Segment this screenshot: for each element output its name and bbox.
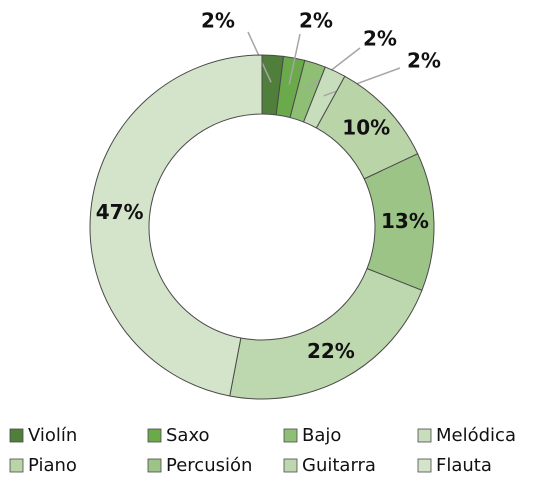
- legend-swatch: [283, 428, 298, 443]
- leader-line: [288, 33, 301, 85]
- legend-swatch: [417, 428, 432, 443]
- legend-label: Saxo: [166, 425, 210, 446]
- legend-label: Guitarra: [302, 455, 376, 476]
- data-label: 13%: [381, 209, 429, 233]
- legend-label: Violín: [28, 425, 77, 446]
- legend-swatch: [147, 428, 162, 443]
- legend-label: Percusión: [166, 455, 252, 476]
- legend-swatch: [9, 428, 24, 443]
- donut-segment: [89, 54, 263, 397]
- legend-label: Bajo: [302, 425, 341, 446]
- data-label: 2%: [201, 9, 235, 33]
- legend-swatch: [417, 458, 432, 473]
- legend-label: Melódica: [436, 425, 516, 446]
- legend-swatch: [147, 458, 162, 473]
- data-label: 10%: [342, 116, 390, 140]
- data-label: 2%: [363, 27, 397, 51]
- legend-label: Piano: [28, 455, 77, 476]
- donut-segment: [229, 267, 423, 400]
- data-label: 2%: [407, 49, 441, 73]
- data-label: 47%: [96, 200, 144, 224]
- data-label: 22%: [307, 339, 355, 363]
- legend-swatch: [283, 458, 298, 473]
- legend-swatch: [9, 458, 24, 473]
- legend-label: Flauta: [436, 455, 492, 476]
- data-label: 2%: [299, 9, 333, 33]
- leader-line: [306, 47, 361, 90]
